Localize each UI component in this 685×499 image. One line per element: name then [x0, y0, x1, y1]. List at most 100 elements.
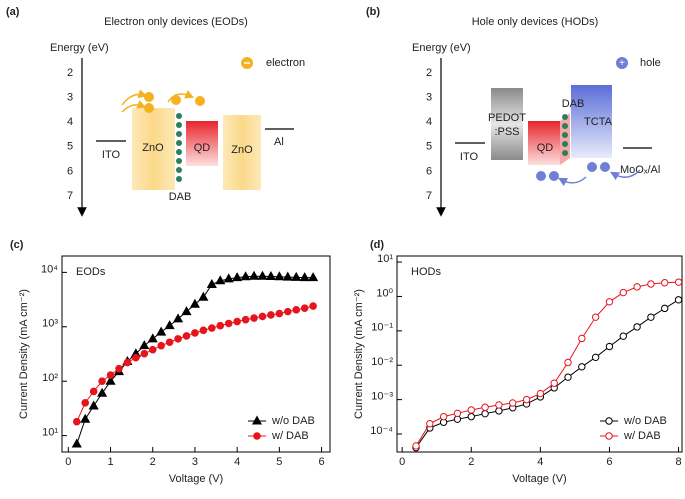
y-tick-label: 10³: [42, 318, 58, 330]
data-point: [481, 403, 489, 411]
data-point: [509, 399, 517, 407]
legend-marker: [251, 415, 263, 425]
data-point: [495, 401, 503, 409]
data-point: [139, 340, 150, 350]
data-point: [267, 311, 275, 319]
data-point: [439, 412, 448, 421]
panel-label: (c): [10, 239, 24, 251]
data-point: [72, 417, 81, 426]
data-point: [157, 341, 165, 350]
data-point: [216, 321, 225, 330]
data-point: [481, 409, 489, 418]
layer-label: Al: [274, 136, 284, 148]
data-point: [182, 332, 191, 340]
data-point: [97, 387, 108, 397]
data-point: [536, 389, 545, 398]
legend-label: w/ DAB: [271, 430, 309, 442]
data-point: [633, 283, 641, 291]
data-point: [250, 314, 258, 322]
energy-tick-label: 2: [67, 67, 73, 79]
x-tick-label: 3: [192, 456, 198, 468]
layer-label: ZnO: [231, 144, 253, 156]
x-tick-label: 5: [276, 456, 282, 468]
transfer-arrow: [121, 100, 147, 113]
x-tick-label: 2: [150, 456, 156, 468]
legend-text: hole: [640, 57, 661, 69]
data-point: [89, 387, 98, 396]
layer-label: QD: [537, 142, 554, 154]
data-point: [257, 270, 268, 280]
layer-label: :PSS: [494, 126, 519, 138]
data-point: [98, 377, 106, 386]
data-point: [578, 334, 586, 343]
y-tick-label: 10⁻¹: [371, 322, 393, 334]
data-point: [106, 371, 115, 379]
annotation: HODs: [411, 266, 441, 278]
data-point: [140, 349, 149, 358]
series-line: [76, 305, 314, 422]
data-point: [412, 442, 420, 450]
data-point: [265, 270, 276, 280]
data-point: [299, 272, 310, 282]
chart: (c) EODs 0 1 2 3 4 5 6 10¹ 10² 10³ 10⁴ Voltage (V) Cur…: [10, 239, 331, 485]
x-tick-label: 8: [675, 456, 681, 468]
pedot-layer: [491, 88, 523, 160]
data-point: [208, 324, 216, 332]
layer-label: PEDOT: [488, 112, 526, 124]
data-point: [148, 345, 157, 354]
data-point: [495, 407, 503, 415]
energy-ticks: 2 3 4 5 6 7: [67, 67, 73, 202]
data-point: [215, 275, 226, 285]
y-tick-label: 10⁻²: [371, 356, 393, 368]
data-point: [282, 271, 293, 281]
x-tick-label: 2: [468, 456, 474, 468]
energy-tick-label: 2: [426, 67, 432, 79]
diagram-title: Electron only devices (EODs): [104, 16, 248, 28]
legend-text: electron: [266, 57, 305, 69]
data-point: [115, 364, 123, 373]
data-point: [156, 326, 167, 336]
zno-layer: [132, 108, 175, 190]
energy-tick-label: 4: [67, 116, 73, 128]
data-point: [661, 279, 669, 287]
data-point: [300, 304, 309, 312]
data-point: [467, 406, 475, 414]
y-tick-label: 10¹: [377, 253, 393, 265]
hole-sign: +: [619, 58, 625, 69]
dab-molecules: [562, 114, 568, 156]
transfer-arrow: [558, 176, 587, 187]
data-point: [619, 288, 627, 297]
y-tick-label: 10¹: [42, 427, 58, 439]
data-point: [88, 400, 99, 410]
holes: [536, 162, 610, 181]
legend-marker: [605, 417, 613, 425]
layer-label: ITO: [102, 149, 121, 161]
data-point: [223, 273, 234, 283]
plot-frame: [61, 255, 331, 453]
x-tick-label: 0: [65, 456, 71, 468]
layer-label: ZnO: [142, 142, 164, 154]
data-point: [309, 302, 317, 310]
data-point: [174, 335, 182, 343]
y-tick-label: 10⁴: [41, 263, 58, 275]
data-point: [147, 333, 158, 343]
x-tick-label: 6: [606, 456, 612, 468]
data-point: [453, 409, 462, 418]
data-point: [591, 353, 600, 362]
axis-label: Energy (eV): [50, 42, 109, 54]
energy-tick-label: 6: [67, 165, 73, 177]
data-point: [292, 306, 301, 314]
data-point: [647, 280, 655, 288]
transfer-arrow: [121, 89, 148, 106]
layer-label: ITO: [460, 151, 479, 163]
energy-tick-label: 7: [426, 190, 432, 202]
data-point: [80, 413, 91, 423]
y-axis-title: Current Density (mA cm⁻²): [18, 289, 30, 419]
x-axis-title: Voltage (V): [512, 473, 566, 485]
data-point: [241, 315, 250, 324]
data-point: [258, 312, 267, 321]
x-tick-label: 6: [318, 456, 324, 468]
data-point: [647, 313, 655, 321]
